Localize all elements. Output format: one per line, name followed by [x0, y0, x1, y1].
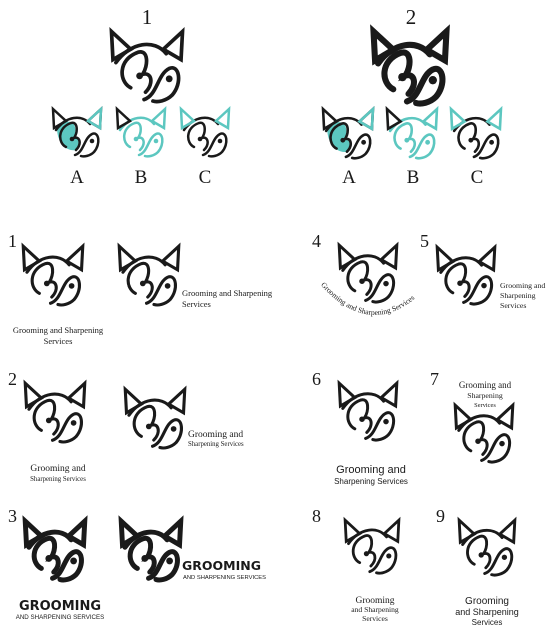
- layout-number: 7: [430, 369, 439, 389]
- tagline-line-1: GROOMING: [19, 599, 101, 614]
- fox-logo-icon: [343, 518, 401, 575]
- variant-c-label: C: [199, 167, 212, 188]
- variant-c-label: C: [471, 167, 484, 188]
- layout-number: 4: [312, 231, 321, 251]
- layout-9: 9 Grooming and Sharpening Services: [436, 506, 519, 627]
- tagline-line-1: Grooming: [355, 596, 394, 606]
- fox-logo-variant-b-icon: [115, 107, 167, 158]
- fox-logo-variant-c-icon: [179, 107, 231, 158]
- tagline-line-3: Services: [472, 618, 503, 627]
- tagline-line-2: Sharpening: [467, 391, 503, 400]
- tagline-line-2: and Sharpening: [351, 605, 399, 614]
- fox-logo-variant-a-icon: [53, 109, 101, 156]
- tagline-line-2: Sharpening Services: [334, 477, 408, 486]
- fox-logo-variant-c-icon: [449, 107, 503, 160]
- fox-logo-bold-icon: [121, 521, 181, 580]
- fox-logo-bold-icon: [25, 521, 85, 580]
- tagline-line-1: Grooming and Sharpening: [182, 288, 273, 298]
- layout-number: 8: [312, 506, 321, 526]
- tagline-line-2: AND SHARPENING SERVICES: [16, 614, 105, 621]
- fox-logo-icon: [435, 245, 497, 306]
- tagline-line-1: Grooming and Sharpening: [13, 325, 104, 335]
- tagline-line-2: Sharpening: [500, 291, 536, 300]
- fox-logo-icon: [23, 381, 87, 444]
- tagline-line-2: AND SHARPENING SERVICES: [183, 575, 266, 581]
- tagline-line-2: Sharpening Services: [30, 476, 86, 483]
- layout-number: 3: [8, 506, 17, 526]
- tagline-line-1: Grooming and: [459, 380, 512, 390]
- set-1-number: 1: [142, 5, 153, 29]
- tagline-line-2: Services: [182, 299, 211, 309]
- fox-logo-variant-a-icon: [323, 109, 373, 158]
- variant-b-label: B: [407, 167, 420, 188]
- layout-number: 9: [436, 506, 445, 526]
- tagline-line-2: Sharpening Services: [188, 441, 244, 448]
- variant-a-label: A: [70, 167, 84, 188]
- fox-logo-icon: [109, 29, 185, 104]
- fox-logo-icon: [337, 381, 399, 442]
- layout-5: 5 Grooming and Sharpening Services: [420, 231, 545, 310]
- layout-number: 2: [8, 369, 17, 389]
- set-2-number: 2: [406, 5, 417, 29]
- tagline-line-3: Services: [474, 402, 496, 409]
- concept-set-1: 1 A B C: [53, 5, 231, 188]
- layout-3: 3 GROOMING AND SHARPENING SERVICES GROOM…: [8, 506, 266, 621]
- variant-b-label: B: [135, 167, 148, 188]
- tagline-line-1: Grooming and: [188, 430, 243, 440]
- tagline-line-2: Services: [44, 336, 73, 346]
- tagline-line-1: Grooming and: [336, 464, 406, 476]
- fox-logo-icon: [453, 403, 515, 464]
- fox-logo-icon: [123, 387, 187, 450]
- layout-8: 8 Grooming and Sharpening Services: [312, 506, 401, 623]
- variant-a-label: A: [342, 167, 356, 188]
- concept-set-2: 2 A B C: [323, 5, 503, 188]
- fox-logo-icon: [21, 244, 85, 307]
- fox-logo-icon: [117, 244, 181, 307]
- fox-logo-bold-icon: [374, 32, 447, 104]
- tagline-line-3: Services: [500, 301, 526, 310]
- tagline-line-1: Grooming and: [500, 281, 545, 290]
- layout-2: 2 Grooming and Sharpening Services Groom…: [8, 369, 244, 483]
- tagline-line-1: Grooming: [465, 596, 509, 607]
- layout-number: 6: [312, 369, 321, 389]
- layout-1: 1 Grooming and Sharpening Services Groom…: [8, 231, 273, 346]
- layout-7: 7 Grooming and Sharpening Services: [430, 369, 515, 464]
- layout-number: 1: [8, 231, 17, 251]
- tagline-line-2: and Sharpening: [455, 607, 519, 617]
- layout-number: 5: [420, 231, 429, 251]
- fox-logo-icon: [457, 518, 517, 577]
- layout-4: 4 Grooming and Sharpening Services: [312, 231, 416, 317]
- tagline-line-1: Grooming and: [30, 464, 85, 474]
- tagline-line-3: Services: [362, 614, 388, 623]
- tagline-line-1: GROOMING: [182, 558, 261, 573]
- fox-logo-icon: [337, 243, 399, 304]
- layout-6: 6 Grooming and Sharpening Services: [312, 369, 408, 486]
- fox-logo-variant-b-icon: [385, 107, 439, 160]
